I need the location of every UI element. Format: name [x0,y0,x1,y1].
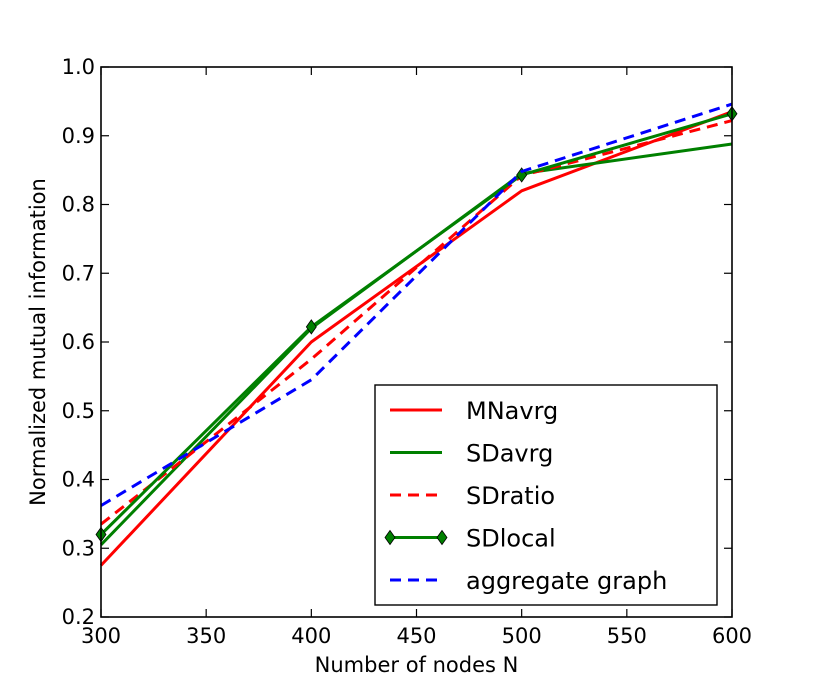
legend-label: SDratio [466,482,555,510]
legend-marker [384,529,396,546]
x-tick-label: 350 [186,624,226,648]
legend: MNavrg SDavrg SDratio SDlocal aggregate grap… [374,384,718,606]
legend-label: aggregate graph [466,567,667,595]
legend-item-sdlocal: SDlocal [384,525,556,553]
y-tick-label: 0.3 [62,536,95,560]
y-tick-label: 0.2 [62,605,95,629]
y-tick-label: 0.4 [62,468,95,492]
series-line-sdlocal [99,112,733,536]
legend-item-sdratio: SDratio [390,482,555,510]
series-layer [95,102,738,567]
x-axis-label: Number of nodes N [315,653,519,677]
series-line-sdratio [100,119,733,526]
series-mnavrg [99,110,733,567]
y-tick-label: 0.7 [62,261,95,285]
y-tick-label: 1.0 [62,55,95,79]
x-tick-label: 600 [712,624,752,648]
legend-box [374,384,718,606]
x-tick-label: 550 [607,624,647,648]
x-tick-label: 450 [396,624,436,648]
y-tick-label: 0.9 [62,124,95,148]
y-tick-label: 0.5 [62,399,95,423]
series-sdratio [100,119,733,526]
legend-item-mnavrg: MNavrg [390,397,558,425]
legend-item-aggregate-graph: aggregate graph [390,567,667,595]
series-line-mnavrg [99,110,733,567]
series-aggregate-graph [100,102,733,507]
y-tick-label: 0.8 [62,193,95,217]
y-axis-label: Normalized mutual information [26,178,50,506]
data-point-sdlocal [305,319,317,335]
y-tick-label: 0.6 [62,330,95,354]
legend-marker [436,529,448,546]
legend-label: SDlocal [466,525,556,553]
series-line-aggregate-graph [100,102,733,507]
x-tick-label: 400 [291,624,331,648]
x-tick-label: 500 [502,624,542,648]
legend-label: MNavrg [466,397,558,425]
x-tick-label: 300 [81,624,121,648]
legend-item-sdavrg: SDavrg [390,440,553,468]
series-sdlocal [95,106,738,543]
legend-label: SDavrg [466,440,553,468]
ticks-layer: 300 350 400 450 500 550 600 0.2 0.3 0.4 0.5 0.6 0.7 0… [62,55,752,648]
